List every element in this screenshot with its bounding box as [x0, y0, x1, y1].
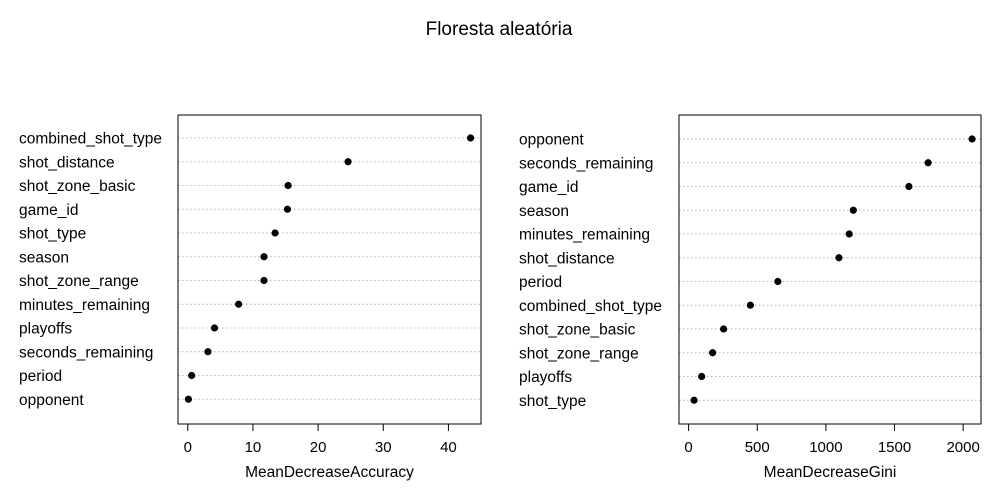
data-point [774, 277, 782, 286]
data-point [204, 348, 212, 356]
x-axis-label: MeanDecreaseAccuracy [245, 464, 414, 481]
category-label: combined_shot_type [19, 131, 162, 148]
data-point [283, 205, 292, 213]
category-label: shot_zone_basic [519, 322, 636, 339]
data-point [835, 254, 843, 262]
category-label: seconds_remaining [519, 155, 653, 172]
data-point [849, 206, 857, 214]
x-axis: 0 500 1000 1500 2000 [684, 423, 980, 456]
data-point [905, 182, 913, 191]
category-label: seconds_remaining [19, 344, 153, 361]
data-point [845, 230, 853, 238]
data-point [271, 229, 279, 237]
data-point [698, 372, 706, 381]
category-label: minutes_remaining [519, 227, 650, 244]
x-tick-label: 1000 [809, 439, 842, 456]
category-label: shot_zone_range [519, 345, 639, 362]
x-axis: 0 10 20 30 40 [184, 423, 457, 456]
category-label: opponent [19, 392, 84, 409]
data-point [188, 371, 196, 380]
x-tick-label: 40 [440, 439, 457, 456]
data-point [210, 324, 219, 332]
category-label: shot_zone_range [19, 273, 139, 290]
data-point [260, 276, 268, 285]
data-point [260, 253, 268, 261]
data-point [344, 158, 352, 166]
category-label: season [519, 203, 569, 220]
category-label: shot_zone_basic [19, 178, 136, 195]
chart-title: Floresta aleatória [426, 19, 573, 40]
category-label: period [519, 274, 562, 291]
data-point [746, 301, 754, 309]
data-point [184, 395, 193, 403]
data-point [284, 181, 292, 190]
data-point [968, 135, 976, 143]
category-label: combined_shot_type [519, 298, 662, 315]
plot-frame [678, 114, 982, 425]
category-label: shot_type [19, 226, 86, 243]
category-label: shot_type [519, 393, 586, 410]
category-label: playoffs [519, 369, 572, 386]
category-label: shot_distance [519, 250, 615, 267]
x-tick-label: 0 [684, 439, 692, 456]
data-point [466, 134, 475, 142]
x-axis-label: MeanDecreaseGini [764, 464, 897, 481]
category-label: playoffs [19, 321, 72, 338]
category-label: game_id [19, 202, 78, 219]
category-label: shot_distance [19, 154, 115, 171]
x-tick-label: 1500 [878, 439, 911, 456]
data-point [690, 396, 698, 404]
x-tick-label: 0 [184, 439, 192, 456]
accuracy-panel: combined_shot_type shot_distance shot_zone… [19, 114, 482, 481]
category-label: period [19, 368, 62, 385]
category-label: opponent [519, 132, 584, 149]
data-point [720, 325, 728, 333]
x-tick-label: 500 [745, 439, 770, 456]
data-point [235, 300, 243, 308]
x-tick-label: 10 [245, 439, 262, 456]
category-label: game_id [519, 179, 578, 196]
x-tick-label: 30 [375, 439, 392, 456]
category-label: season [19, 249, 69, 266]
data-point [924, 159, 932, 167]
x-tick-label: 2000 [946, 439, 979, 456]
category-label: minutes_remaining [19, 297, 150, 314]
x-tick-label: 20 [310, 439, 327, 456]
data-point [709, 349, 717, 357]
